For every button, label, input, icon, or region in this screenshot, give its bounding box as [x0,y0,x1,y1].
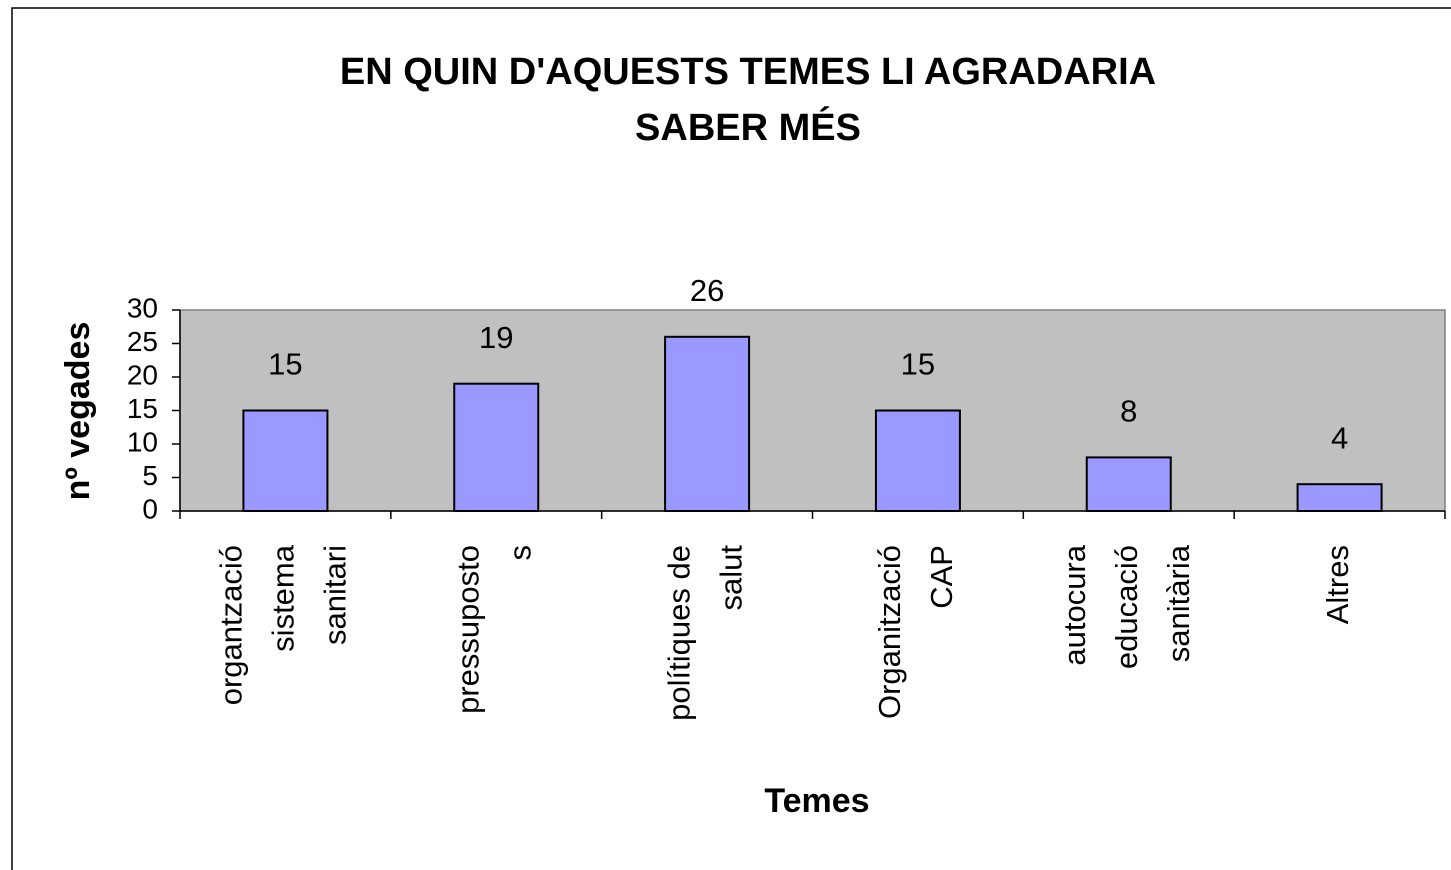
chart-title: SABER MÉS [635,105,861,149]
data-label: 15 [901,347,935,382]
data-label: 8 [1120,394,1137,429]
bar [1296,483,1383,513]
y-tick-label: 15 [127,393,158,424]
data-label: 26 [690,273,724,308]
y-tick-label: 5 [142,460,158,491]
x-tick-label: polítiques de [661,545,696,721]
x-tick-label: s [502,545,537,561]
x-tick-label: salut [713,545,748,611]
x-tick-label: Organització [872,545,907,719]
x-tick-label: sanitari [318,545,353,645]
data-label: 4 [1331,420,1348,455]
x-tick-label: Altres [1320,545,1355,624]
data-label: 15 [268,347,302,382]
bar [874,409,961,512]
y-tick-label: 0 [142,493,158,524]
x-tick-label: educació [1109,545,1144,669]
bar [664,335,751,512]
y-tick-label: 30 [127,292,158,323]
y-tick-label: 20 [127,359,158,390]
y-tick-label: 10 [127,426,158,457]
x-axis-label: Temes [764,782,869,820]
plot-area [179,309,1446,512]
x-tick-label: autocura [1057,544,1092,665]
x-tick-label: CAP [924,545,959,609]
chart-title: EN QUIN D'AQUESTS TEMES LI AGRADARIA [340,51,1156,93]
x-tick-label: organtzació [214,545,249,705]
x-tick-label: pressuposto [450,545,485,714]
bar [242,409,329,512]
data-label: 19 [479,320,513,355]
x-tick-label: sanitària [1161,544,1196,662]
bar [1085,456,1172,512]
bar [453,382,540,513]
y-tick-label: 25 [127,326,158,357]
y-axis-label: nº vegades [59,322,97,501]
x-tick-label: sistema [266,544,301,652]
